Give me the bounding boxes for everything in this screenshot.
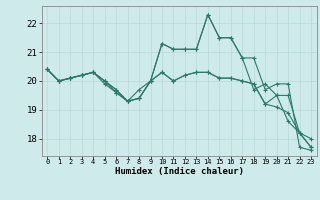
X-axis label: Humidex (Indice chaleur): Humidex (Indice chaleur) (115, 167, 244, 176)
